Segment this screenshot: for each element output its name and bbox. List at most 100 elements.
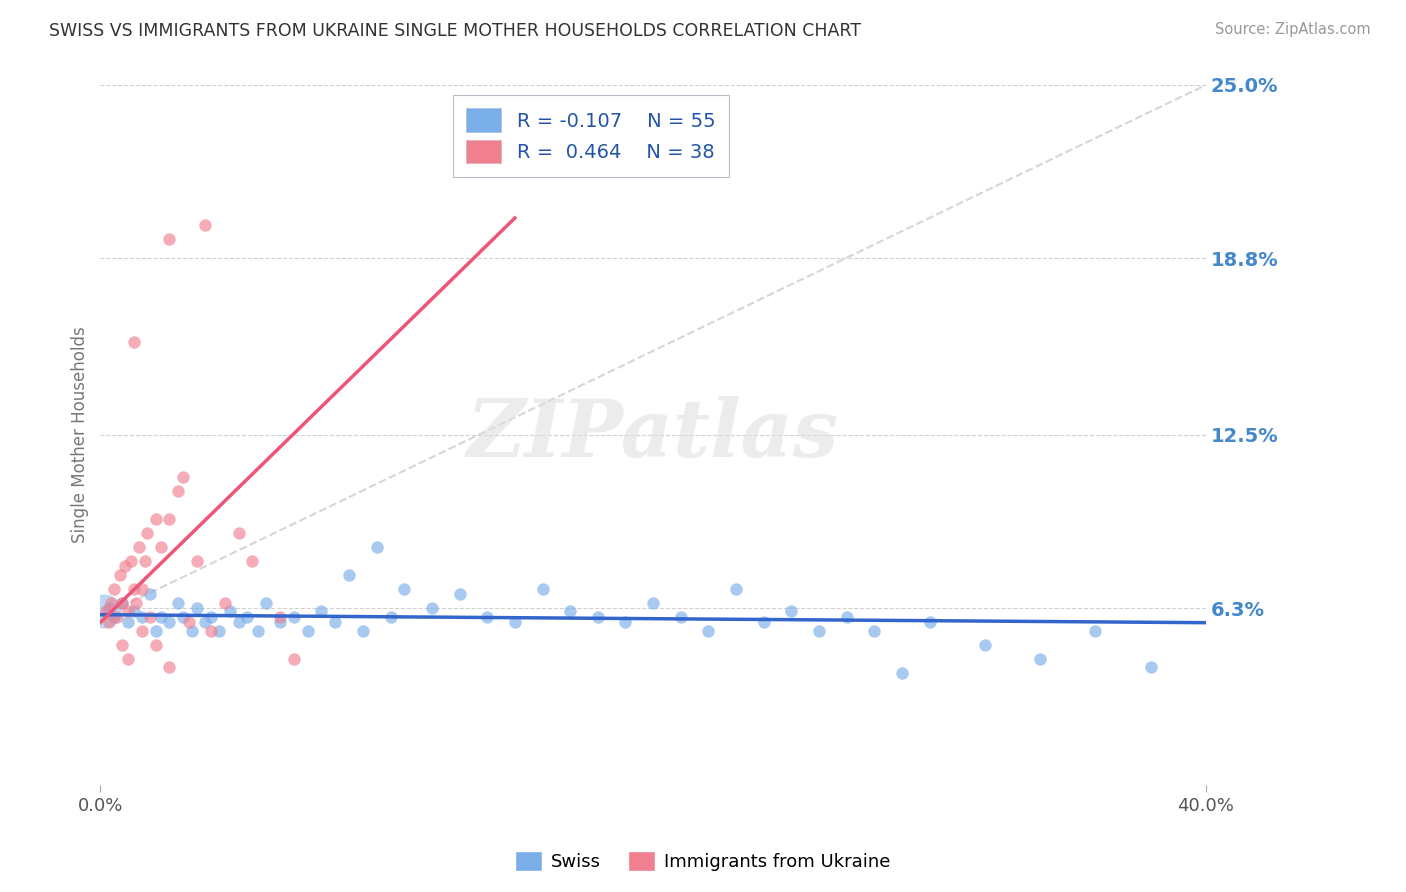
Point (1139, 660, 1161, 674)
Point (122, 335, 145, 350)
Text: Source: ZipAtlas.com: Source: ZipAtlas.com (1215, 22, 1371, 37)
Point (311, 604, 333, 618)
Point (973, 638, 995, 652)
Point (208, 624, 231, 638)
Point (172, 470, 194, 484)
Point (166, 483, 188, 498)
Point (186, 601, 208, 615)
Point (366, 540, 388, 554)
Point (1029, 652, 1052, 666)
Point (145, 638, 167, 652)
Point (283, 609, 305, 624)
Point (643, 596, 665, 610)
Point (177, 615, 200, 630)
Point (614, 615, 637, 630)
Point (94, 604, 117, 618)
Y-axis label: Single Mother Households: Single Mother Households (72, 326, 89, 543)
Point (297, 624, 319, 638)
Point (93, 604, 115, 618)
Point (194, 218, 217, 232)
Point (159, 615, 181, 630)
Point (269, 609, 291, 624)
Point (477, 609, 499, 624)
Point (125, 596, 148, 610)
Point (180, 624, 202, 638)
Point (725, 582, 748, 596)
Point (159, 232, 181, 246)
Point (228, 615, 250, 630)
Point (159, 512, 181, 526)
Point (236, 609, 259, 624)
Point (111, 638, 134, 652)
Point (394, 582, 416, 596)
Point (145, 624, 167, 638)
Point (100, 596, 122, 610)
Point (97, 615, 120, 630)
Point (240, 554, 263, 568)
Point (380, 609, 402, 624)
Point (145, 512, 167, 526)
Point (103, 582, 125, 596)
Point (918, 615, 941, 630)
Point (136, 525, 159, 540)
Point (131, 582, 153, 596)
Point (1084, 624, 1107, 638)
Point (219, 604, 242, 618)
Point (97, 601, 120, 615)
Point (134, 554, 156, 568)
Point (131, 609, 153, 624)
Legend: R = -0.107    N = 55, R =  0.464    N = 38: R = -0.107 N = 55, R = 0.464 N = 38 (453, 95, 730, 178)
Point (752, 615, 775, 630)
Point (697, 624, 720, 638)
Point (139, 609, 162, 624)
Point (863, 624, 886, 638)
Point (254, 596, 277, 610)
Point (139, 587, 162, 601)
Point (128, 540, 150, 554)
Point (449, 587, 471, 601)
Point (194, 615, 217, 630)
Point (200, 624, 222, 638)
Point (269, 615, 291, 630)
Point (111, 596, 134, 610)
Point (114, 559, 136, 574)
Point (780, 604, 803, 618)
Point (669, 609, 692, 624)
Point (172, 609, 194, 624)
Point (283, 652, 305, 666)
Text: ZIPatlas: ZIPatlas (467, 396, 839, 474)
Point (103, 609, 125, 624)
Point (228, 525, 250, 540)
Point (186, 554, 208, 568)
Point (122, 604, 145, 618)
Point (166, 596, 188, 610)
Point (807, 624, 830, 638)
Point (117, 652, 139, 666)
Point (117, 604, 139, 618)
Point (835, 609, 858, 624)
Point (890, 665, 912, 680)
Point (323, 615, 346, 630)
Point (122, 582, 145, 596)
Point (214, 596, 236, 610)
Point (131, 624, 153, 638)
Point (586, 609, 609, 624)
Point (120, 554, 142, 568)
Point (111, 596, 134, 610)
Point (420, 601, 443, 615)
Point (531, 582, 554, 596)
Point (352, 624, 374, 638)
Point (105, 609, 128, 624)
Point (200, 609, 222, 624)
Legend: Swiss, Immigrants from Ukraine: Swiss, Immigrants from Ukraine (508, 844, 898, 879)
Point (150, 609, 173, 624)
Point (246, 624, 269, 638)
Point (108, 567, 131, 582)
Point (150, 540, 173, 554)
Text: SWISS VS IMMIGRANTS FROM UKRAINE SINGLE MOTHER HOUSEHOLDS CORRELATION CHART: SWISS VS IMMIGRANTS FROM UKRAINE SINGLE … (49, 22, 862, 40)
Point (503, 615, 526, 630)
Point (560, 604, 582, 618)
Point (159, 660, 181, 674)
Point (117, 615, 139, 630)
Point (337, 567, 360, 582)
